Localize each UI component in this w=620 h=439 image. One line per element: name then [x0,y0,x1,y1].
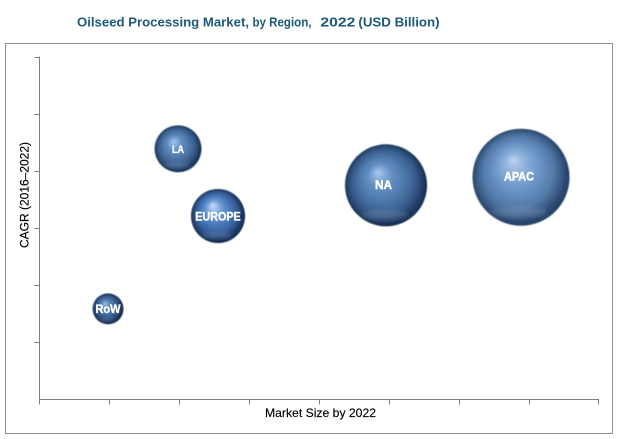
svg-text:NA: NA [375,178,392,192]
svg-text:CAGR (2016–2022): CAGR (2016–2022) [20,142,32,248]
svg-text:APAC: APAC [504,170,534,184]
svg-text:(USD Billion): (USD Billion) [358,15,439,30]
svg-text:Oilseed Processing Market,: Oilseed Processing Market, [77,15,249,30]
svg-text:by Region,: by Region, [253,15,312,30]
svg-text:Market Size by 2022: Market Size by 2022 [265,406,376,420]
svg-text:EUROPE: EUROPE [195,212,241,224]
svg-text:LA: LA [172,144,184,156]
svg-text:RoW: RoW [96,304,121,316]
svg-text:2022: 2022 [320,16,355,30]
